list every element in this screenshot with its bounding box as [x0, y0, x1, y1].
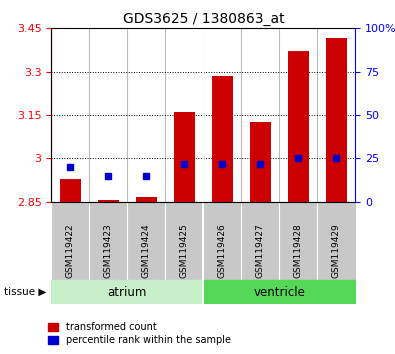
- Legend: transformed count, percentile rank within the sample: transformed count, percentile rank withi…: [44, 319, 235, 349]
- Text: ventricle: ventricle: [254, 286, 305, 298]
- Bar: [60, 179, 81, 202]
- Text: tissue ▶: tissue ▶: [4, 287, 46, 297]
- Text: GSM119424: GSM119424: [142, 223, 151, 278]
- Bar: [51, 280, 203, 304]
- Bar: [203, 280, 356, 304]
- Bar: [288, 51, 309, 202]
- Bar: [136, 198, 157, 202]
- Bar: [174, 112, 195, 202]
- Text: GSM119427: GSM119427: [256, 223, 265, 278]
- Bar: [212, 76, 233, 202]
- Text: GSM119429: GSM119429: [332, 223, 341, 278]
- Bar: [98, 200, 119, 202]
- Bar: [326, 39, 347, 202]
- Text: atrium: atrium: [108, 286, 147, 298]
- Bar: [250, 122, 271, 202]
- Title: GDS3625 / 1380863_at: GDS3625 / 1380863_at: [122, 12, 284, 26]
- Text: GSM119425: GSM119425: [180, 223, 189, 278]
- Text: GSM119426: GSM119426: [218, 223, 227, 278]
- Text: GSM119422: GSM119422: [66, 223, 75, 278]
- Bar: [51, 202, 356, 280]
- Text: GSM119428: GSM119428: [294, 223, 303, 278]
- Text: GSM119423: GSM119423: [104, 223, 113, 278]
